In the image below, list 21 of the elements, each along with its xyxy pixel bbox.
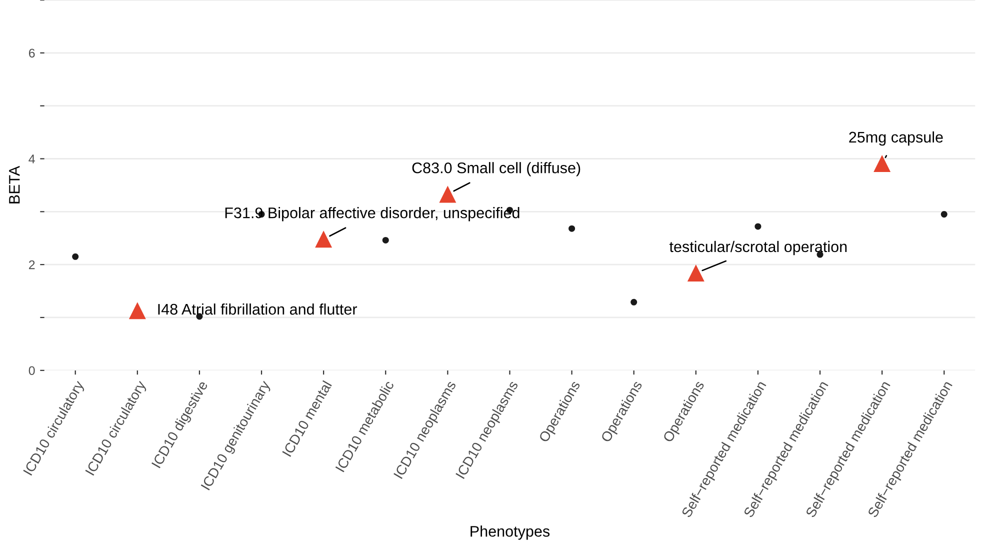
point (754, 223, 762, 230)
annotation: C83.0 Small cell (diffuse) (412, 162, 580, 176)
point (568, 225, 576, 232)
point (439, 186, 456, 203)
y-tick-label: 2 (28, 260, 35, 270)
y-tick-label: 0 (28, 366, 35, 376)
point (128, 302, 146, 320)
point (315, 230, 332, 248)
point (382, 236, 389, 244)
y-tick-label: 4 (28, 154, 35, 164)
annotation: testicular/scrotal operation (669, 240, 847, 256)
y-tick-label: 6 (28, 48, 35, 58)
point (630, 298, 638, 306)
point (72, 253, 79, 260)
x-axis-title: Phenotypes (470, 526, 550, 540)
y-axis-title: BETA (9, 166, 20, 204)
point (687, 264, 704, 282)
annotation: I48 Atrial fibrillation and flutter (158, 303, 358, 315)
point (940, 211, 948, 218)
annotation: 25mg capsule (849, 131, 943, 146)
point (874, 155, 891, 172)
